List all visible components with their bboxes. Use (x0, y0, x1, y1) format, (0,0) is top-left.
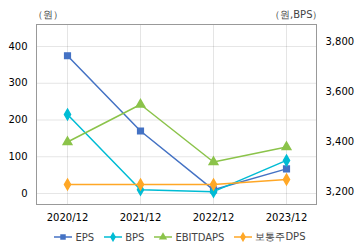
svg-text:2021/12: 2021/12 (120, 212, 162, 223)
svg-text:2022/12: 2022/12 (193, 212, 235, 223)
svg-text:3,200: 3,200 (326, 186, 355, 197)
svg-text:（원,BPS）: （원,BPS） (270, 9, 322, 20)
svg-text:3,600: 3,600 (326, 86, 355, 97)
svg-text:100: 100 (8, 151, 27, 162)
svg-text:3,400: 3,400 (326, 136, 355, 147)
svg-text:2020/12: 2020/12 (47, 212, 89, 223)
svg-text:（원）: （원） (33, 9, 63, 20)
html-text:BPS: BPS (125, 231, 145, 243)
html-text:보통주DPS: 보통주DPS (255, 231, 306, 242)
svg-text:400: 400 (8, 41, 27, 52)
html-text:EBITDAPS: EBITDAPS (175, 231, 225, 243)
svg-text:2023/12: 2023/12 (266, 212, 308, 223)
svg-text:3,800: 3,800 (326, 36, 355, 47)
svg-text:200: 200 (8, 114, 27, 125)
svg-text:0: 0 (21, 188, 27, 199)
html-text:EPS: EPS (75, 231, 95, 243)
svg-text:300: 300 (8, 77, 27, 88)
